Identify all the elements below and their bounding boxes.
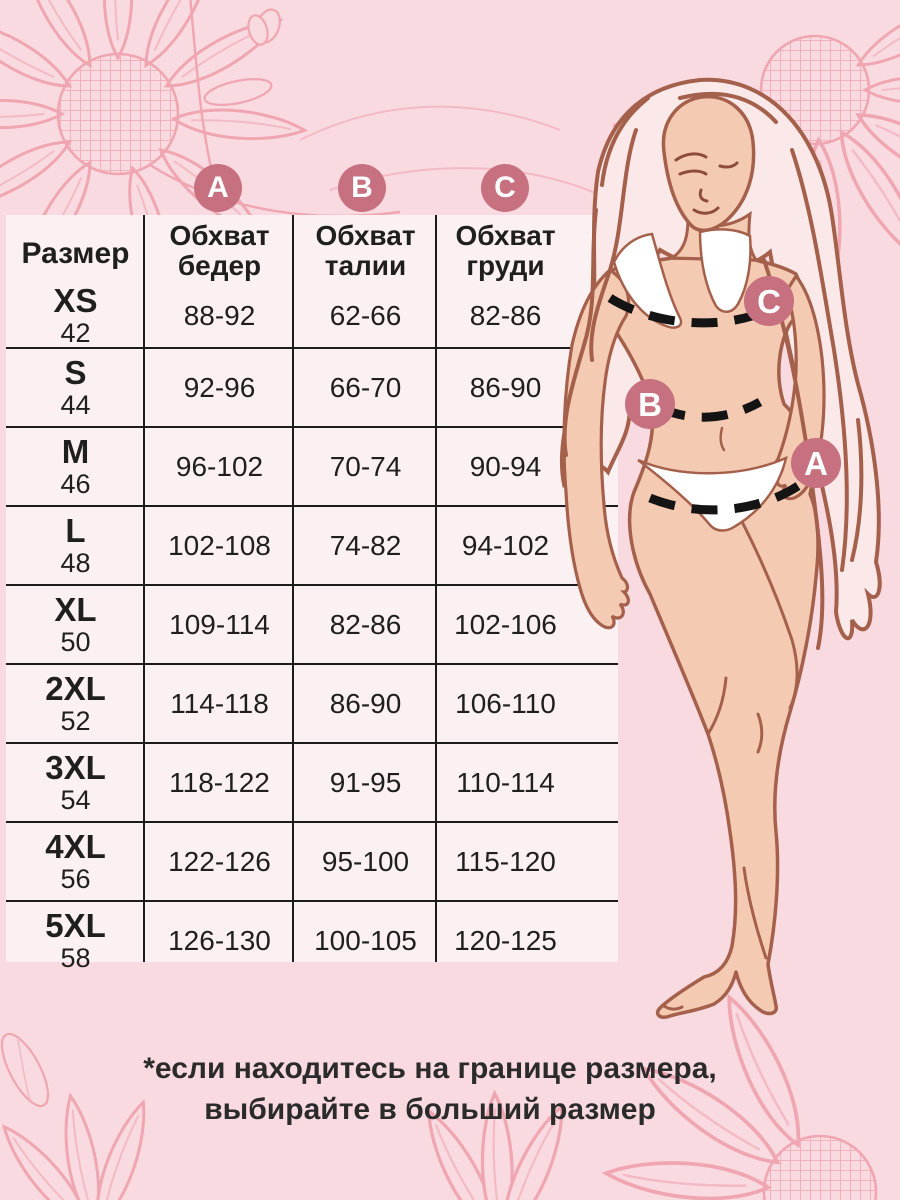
- waist-column-header: Обхват талии: [315, 220, 416, 281]
- bust-marker-letter: C: [757, 283, 781, 320]
- bra-left-cup: [612, 232, 683, 329]
- table-divider: [143, 215, 145, 962]
- bust-value: 106-110: [455, 687, 556, 719]
- bust-value: 110-114: [456, 766, 555, 798]
- size-label: XL: [54, 590, 97, 628]
- table-row: 4XL 56 122-126 95-100 115-120: [6, 821, 618, 900]
- table-row: 3XL 54 118-122 91-95 110-114: [6, 742, 618, 821]
- size-label: M: [61, 432, 90, 470]
- waist-value: 62-66: [329, 300, 402, 331]
- bust-marker-circle: [744, 276, 794, 326]
- bust-value: 86-90: [469, 371, 542, 403]
- hips-value: 102-108: [168, 529, 271, 561]
- hips-value: 118-122: [169, 766, 270, 798]
- hips-value: 96-102: [175, 450, 264, 482]
- waist-value: 74-82: [329, 529, 402, 561]
- size-ru-label: 52: [60, 705, 91, 736]
- size-ru-label: 48: [60, 547, 91, 578]
- waist-value: 82-86: [329, 608, 402, 640]
- face: [661, 94, 756, 232]
- footnote-line-2: выбирайте в больший размер: [204, 1093, 656, 1126]
- hips-letter-badge: A: [194, 164, 242, 212]
- size-label: 2XL: [45, 669, 106, 707]
- hair-strands: [562, 91, 864, 650]
- bust-column-header: Обхват груди: [455, 220, 556, 281]
- flower-bottom-left: [0, 1032, 158, 1200]
- flower-bottom-right: [602, 988, 878, 1200]
- size-ru-label: 58: [60, 942, 91, 973]
- size-ru-label: 44: [60, 389, 91, 420]
- size-column-header: Размер: [21, 237, 130, 270]
- bust-measure-line: [607, 294, 754, 328]
- hips-value: 109-114: [169, 608, 270, 640]
- size-label: S: [64, 353, 87, 391]
- table-row: S 44 92-96 66-70 86-90: [6, 347, 618, 426]
- waist-value: 66-70: [329, 371, 402, 403]
- footnote: *если находитесь на границе размера, выб…: [30, 1048, 830, 1130]
- table-row: M 46 96-102 70-74 90-94: [6, 426, 618, 505]
- hips-measure-line: [648, 482, 801, 515]
- bust-value: 82-86: [469, 300, 542, 331]
- hips-value: 92-96: [183, 371, 256, 403]
- waist-letter-badge: B: [338, 164, 386, 212]
- figure-marker-badges: C B A: [625, 276, 841, 488]
- waist-value: 86-90: [329, 687, 402, 719]
- navel: [719, 426, 726, 452]
- table-row: L 48 102-108 74-82 94-102: [6, 505, 618, 584]
- bust-value: 94-102: [461, 529, 550, 561]
- waist-marker-letter: B: [638, 386, 662, 423]
- hips-marker-circle: [791, 438, 841, 488]
- size-ru-label: 54: [60, 784, 91, 815]
- size-label: 4XL: [45, 827, 106, 865]
- table-row: XL 50 109-114 82-86 102-106: [6, 584, 618, 663]
- table-divider: [292, 215, 294, 962]
- size-label: 5XL: [45, 906, 106, 944]
- footnote-line-1: *если находитесь на границе размера,: [143, 1052, 717, 1085]
- waist-value: 95-100: [321, 845, 410, 877]
- size-label: 3XL: [45, 748, 106, 786]
- hips-marker-letter: A: [804, 445, 828, 482]
- flower-top-left: [0, 0, 601, 300]
- size-label: XS: [53, 282, 98, 319]
- table-row: XS 42 88-92 62-66 82-86: [6, 282, 618, 349]
- size-table: Размер Обхват бедер Обхват талии Обхват гру…: [6, 215, 618, 973]
- table-row: 2XL 52 114-118 86-90 106-110: [6, 663, 618, 742]
- bust-letter-badge: C: [481, 164, 529, 212]
- body: [597, 256, 820, 1020]
- waist-marker-circle: [625, 379, 675, 429]
- bust-value: 90-94: [469, 450, 542, 482]
- hips-value: 122-126: [168, 845, 271, 877]
- waist-value: 70-74: [329, 450, 402, 482]
- table-row: 5XL 58 126-130 100-105 120-125: [6, 900, 618, 979]
- woman-figure-illustration: C B A: [559, 77, 882, 1020]
- bust-value: 102-106: [454, 608, 557, 640]
- size-label: L: [65, 511, 86, 549]
- face-features: [674, 152, 739, 215]
- size-ru-label: 42: [60, 318, 91, 348]
- table-header-row: Размер Обхват бедер Обхват талии Обхват гру…: [6, 215, 618, 285]
- hips-value: 88-92: [183, 300, 256, 331]
- table-divider: [435, 215, 437, 962]
- hips-value: 126-130: [168, 924, 271, 956]
- waist-value: 100-105: [314, 924, 417, 956]
- waist-value: 91-95: [329, 766, 402, 798]
- hips-column-header: Обхват бедер: [169, 220, 270, 281]
- size-ru-label: 50: [60, 626, 91, 657]
- hips-value: 114-118: [170, 687, 269, 719]
- bust-value: 120-125: [454, 924, 557, 956]
- bust-value: 115-120: [455, 845, 556, 877]
- bra-right-cup: [698, 228, 752, 313]
- size-ru-label: 46: [60, 468, 91, 499]
- size-ru-label: 56: [60, 863, 91, 894]
